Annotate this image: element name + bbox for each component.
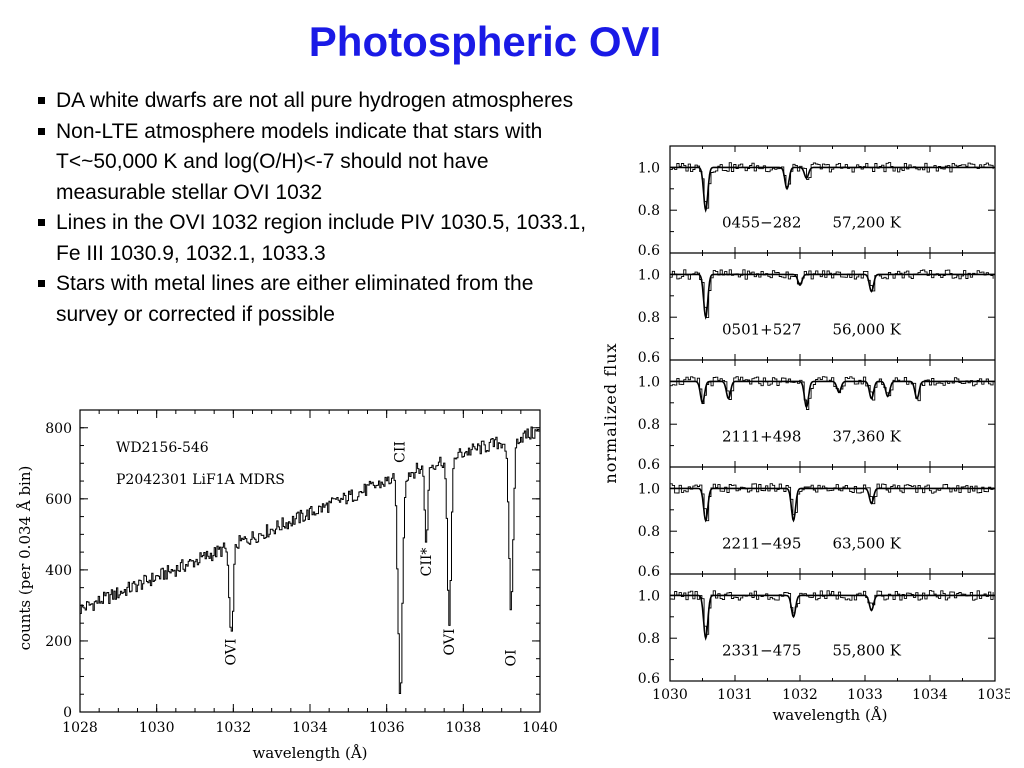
y-tick-label: 0.8	[638, 203, 660, 219]
flux-panel: 1.0 0.8 0.6 0501+527 56,000 K	[638, 252, 996, 366]
y-tick-label: 0.6	[638, 457, 660, 473]
y-tick-label: 0	[63, 705, 72, 721]
line-label: OVI	[224, 639, 240, 666]
x-tick-label: 1034	[912, 687, 948, 703]
x-tick-label: 1033	[847, 687, 883, 703]
bullet-square-icon	[38, 280, 45, 287]
x-tick-label: 1030	[652, 687, 688, 703]
x-axis-label: wavelength (Å)	[252, 744, 367, 762]
y-tick-label: 1.0	[638, 374, 660, 390]
y-tick-label: 600	[45, 492, 72, 508]
model-line	[670, 380, 995, 409]
observed-spectrum-line	[670, 269, 994, 319]
y-tick-label: 1.0	[638, 481, 660, 497]
line-label: CII*	[419, 548, 435, 577]
observed-spectrum-line	[670, 590, 994, 635]
y-tick-label: 800	[45, 421, 72, 437]
annotation-star-id: WD2156-546	[116, 440, 209, 456]
y-tick-label: 0.6	[638, 350, 660, 366]
spectrum-line	[80, 426, 540, 694]
y-tick-label: 400	[45, 563, 72, 579]
bullet-item: DA white dwarfs are not all pure hydroge…	[36, 86, 596, 117]
observed-spectrum-line	[670, 483, 994, 522]
annotation-observation: P2042301 LiF1A MDRS	[116, 472, 285, 488]
line-label: OI	[503, 649, 519, 666]
star-id-label: 2211−495	[722, 534, 801, 552]
line-label: OVI	[442, 629, 458, 656]
star-id-label: 2111+498	[722, 427, 801, 445]
bullet-item: Non-LTE atmosphere models indicate that …	[36, 117, 596, 209]
observed-spectrum-line	[670, 162, 994, 209]
y-tick-label: 200	[45, 634, 72, 650]
x-tick-label: 1036	[369, 720, 405, 736]
star-id-label: 0455−282	[722, 213, 801, 231]
x-tick-label: 1034	[292, 720, 328, 736]
line-label: CII	[393, 441, 409, 463]
y-axis-label: normalized flux	[601, 342, 620, 483]
bullet-text: Lines in the OVI 1032 region include PIV…	[56, 211, 587, 265]
model-line	[670, 166, 995, 213]
x-tick-label: 1032	[216, 720, 252, 736]
temperature-label: 37,360 K	[833, 427, 902, 445]
bullet-text: Stars with metal lines are either elimin…	[56, 272, 534, 326]
y-tick-label: 1.0	[638, 267, 660, 283]
y-tick-label: 0.6	[638, 564, 660, 580]
observed-spectrum-line	[670, 376, 994, 410]
slide-title: Photospheric OVI	[308, 18, 662, 65]
y-tick-label: 0.8	[638, 417, 660, 433]
temperature-label: 63,500 K	[833, 534, 902, 552]
bullet-square-icon	[38, 97, 45, 104]
y-axis-label: counts (per 0.034 Å bin)	[16, 466, 34, 651]
normalized-flux-chart: 1.0 0.8 0.6 0455−282 57,200 K 1.0 0.8 0.6 0501+5…	[601, 145, 1010, 724]
y-tick-label: 0.6	[638, 671, 660, 687]
y-tick-label: 0.8	[638, 310, 660, 326]
y-tick-label: 0.8	[638, 524, 660, 540]
counts-spectrum-chart: 1028 1030 1032 1034 1036 1038 1040 0 200 400 600 80…	[16, 409, 558, 762]
flux-panel: 1.0 0.8 0.6 2111+498 37,360 K	[638, 359, 996, 473]
bullet-item: Stars with metal lines are either elimin…	[36, 269, 596, 330]
x-tick-label: 1032	[782, 687, 818, 703]
x-tick-label: 1028	[62, 720, 98, 736]
y-tick-label: 1.0	[638, 160, 660, 176]
flux-panel: 1.0 0.8 0.6 0455−282 57,200 K	[638, 145, 996, 259]
x-tick-label: 1040	[522, 720, 558, 736]
y-tick-label: 1.0	[638, 588, 660, 604]
star-id-label: 2331−475	[722, 641, 801, 659]
y-tick-label: 0.8	[638, 631, 660, 647]
bullet-square-icon	[38, 127, 45, 135]
x-tick-label: 1038	[446, 720, 482, 736]
model-line	[670, 487, 995, 523]
temperature-label: 57,200 K	[833, 213, 902, 231]
flux-panel: 1.0 0.8 0.6 2331−475 55,800 K	[638, 573, 996, 687]
y-tick-label: 0.6	[638, 243, 660, 259]
x-tick-label: 1031	[717, 687, 753, 703]
model-line	[670, 594, 995, 641]
x-tick-label: 1035	[977, 687, 1010, 703]
bullet-item: Lines in the OVI 1032 region include PIV…	[36, 208, 596, 269]
temperature-label: 56,000 K	[833, 320, 902, 338]
flux-panel: 1.0 0.8 0.6 2211−495 63,500 K	[638, 466, 996, 580]
bullet-text: Non-LTE atmosphere models indicate that …	[56, 119, 543, 204]
x-tick-label: 1030	[139, 720, 175, 736]
bullet-square-icon	[38, 219, 45, 226]
bullet-text: DA white dwarfs are not all pure hydroge…	[56, 89, 574, 112]
bullet-list: DA white dwarfs are not all pure hydroge…	[36, 86, 596, 330]
star-id-label: 0501+527	[722, 320, 801, 338]
temperature-label: 55,800 K	[833, 641, 902, 659]
x-axis-label: wavelength (Å)	[772, 706, 887, 724]
model-line	[670, 273, 995, 320]
